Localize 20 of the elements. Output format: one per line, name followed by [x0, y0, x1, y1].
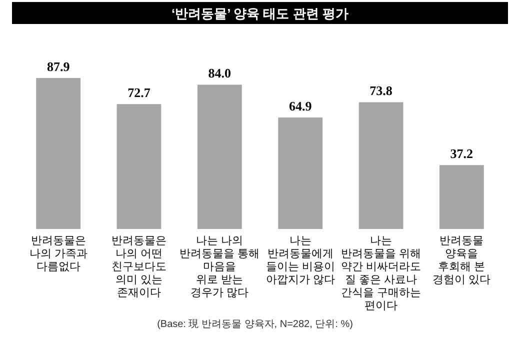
x-tick-label: 나는 반려동물에게 들이는 비용이 아깝지가 않다 [266, 235, 335, 286]
bar [439, 165, 484, 229]
x-tick-label: 나는 나의 반려동물을 통해 마음을 위로 받는 경우가 많다 [180, 235, 260, 299]
text: (Base: 現 반려동물 양육자, N=282, 단위: %) [157, 319, 353, 330]
data-label: 84.0 [208, 66, 232, 81]
data-label: 73.8 [370, 83, 393, 98]
chart-title: ‘반려동물’ 양육 태도 관련 평가 [172, 6, 348, 21]
bar [358, 102, 404, 229]
x-tick-label: 반려동물은 나의 어떤 친구보다도 의미 있는 존재이다 [111, 235, 166, 299]
data-label: 64.9 [288, 98, 312, 114]
x-tick-label: 반려동물은 나의 가족과 다름없다 [29, 235, 88, 273]
bar [36, 78, 81, 229]
bar [116, 104, 162, 229]
bar [197, 84, 242, 229]
data-label: 37.2 [450, 146, 474, 162]
x-tick-label: 나는 반려동물을 위해 약간 비싸더라도 질 좋은 사료나 간식을 구매하는 편이다 [340, 235, 422, 312]
bar [278, 118, 323, 229]
data-label: 72.7 [128, 85, 151, 100]
x-tick-label: 반려동물 양육을 후회해 본 경험이 있다 [432, 235, 491, 286]
data-label: 87.9 [46, 59, 70, 74]
